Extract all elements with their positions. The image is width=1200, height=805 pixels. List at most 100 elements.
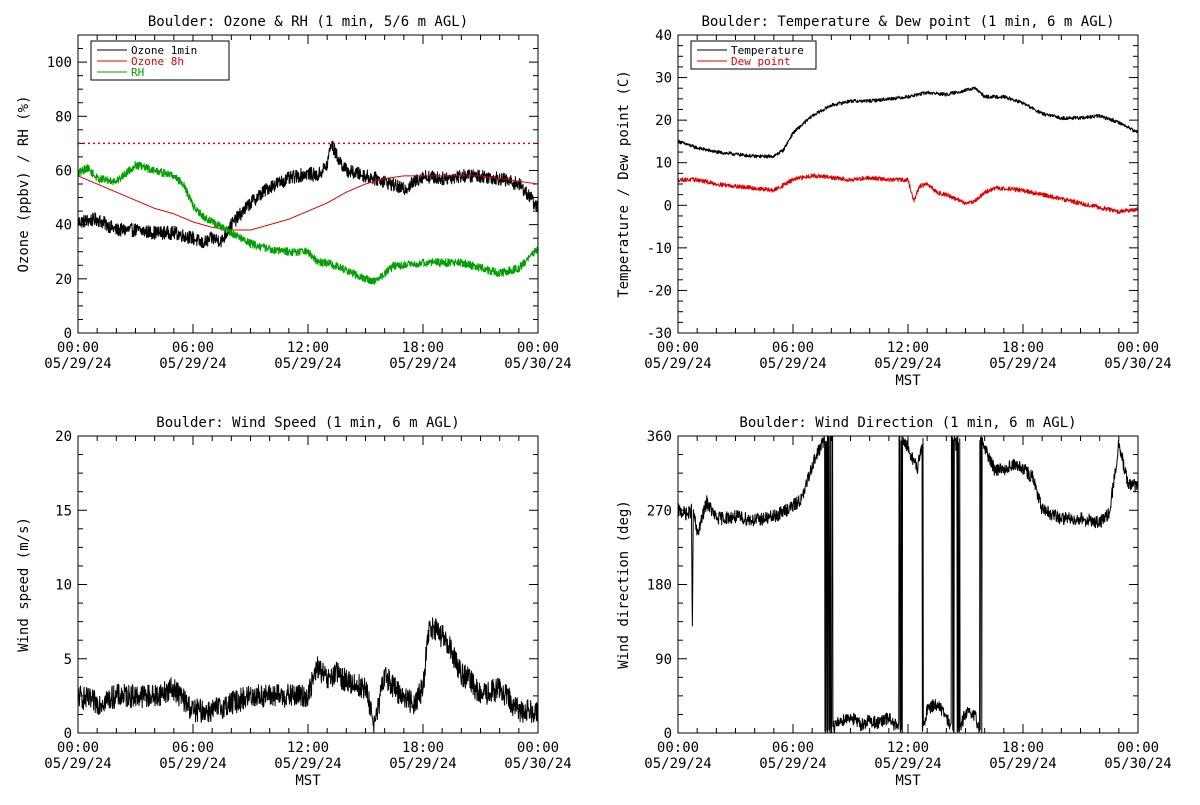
chart-panel-4: Boulder: Wind Direction (1 min, 6 m AGL)… <box>616 415 1172 789</box>
series-line-2 <box>78 175 538 231</box>
y-tick-label: 270 <box>647 503 672 519</box>
y-tick-label: 5 <box>64 652 72 668</box>
y-axis-label: Wind speed (m/s) <box>16 517 32 652</box>
x-tick-date: 05/29/24 <box>274 756 341 772</box>
y-tick-label: 20 <box>55 272 72 288</box>
legend-label: Ozone 8h <box>131 55 184 68</box>
x-tick-date: 05/29/24 <box>989 756 1056 772</box>
x-tick-time: 00:00 <box>657 740 699 756</box>
y-tick-label: 80 <box>55 109 72 125</box>
series-line-1 <box>78 140 538 249</box>
y-tick-label: 0 <box>664 726 672 742</box>
x-tick-time: 00:00 <box>517 740 559 756</box>
x-tick-date: 05/29/24 <box>44 756 111 772</box>
y-tick-label: -20 <box>647 283 672 299</box>
legend-label: RH <box>131 66 144 79</box>
plot-frame <box>77 34 539 334</box>
x-tick-date: 05/29/24 <box>874 756 941 772</box>
x-tick-time: 12:00 <box>887 340 929 356</box>
x-tick-date: 05/29/24 <box>389 756 456 772</box>
x-tick-time: 18:00 <box>402 340 444 356</box>
y-tick-label: 20 <box>655 113 672 129</box>
series-line-1 <box>78 617 538 733</box>
plot-frame <box>77 435 539 734</box>
x-tick-time: 18:00 <box>1002 740 1044 756</box>
legend-label: Ozone 1min <box>131 44 197 57</box>
x-tick-time: 12:00 <box>287 340 329 356</box>
legend-label: Dew point <box>731 55 791 68</box>
series-line-3 <box>78 160 538 285</box>
y-tick-label: 20 <box>55 429 72 445</box>
y-tick-label: 15 <box>55 503 72 519</box>
x-tick-date: 05/29/24 <box>389 356 456 372</box>
x-tick-date: 05/29/24 <box>44 356 111 372</box>
x-axis-label: MST <box>895 373 921 389</box>
x-axis-label: MST <box>895 773 921 789</box>
series-line-1 <box>678 436 1138 733</box>
x-tick-date: 05/30/24 <box>504 756 571 772</box>
x-tick-time: 00:00 <box>1117 740 1159 756</box>
x-tick-time: 12:00 <box>287 740 329 756</box>
y-tick-label: 100 <box>47 55 72 71</box>
plot-frame <box>677 435 1139 734</box>
x-axis-label: MST <box>295 773 321 789</box>
x-tick-date: 05/29/24 <box>159 356 226 372</box>
x-tick-time: 06:00 <box>772 340 814 356</box>
y-axis-label: Wind direction (deg) <box>616 500 632 669</box>
x-tick-date: 05/29/24 <box>274 356 341 372</box>
x-tick-time: 06:00 <box>172 740 214 756</box>
chart-title: Boulder: Temperature & Dew point (1 min,… <box>701 14 1114 30</box>
x-tick-date: 05/30/24 <box>1104 356 1171 372</box>
x-tick-time: 06:00 <box>172 340 214 356</box>
y-tick-label: 10 <box>55 578 72 594</box>
x-tick-date: 05/29/24 <box>159 756 226 772</box>
plot-frame <box>677 34 1139 334</box>
series-line-1 <box>678 86 1138 159</box>
plot-area <box>78 617 538 733</box>
y-tick-label: 0 <box>664 198 672 214</box>
y-tick-label: 60 <box>55 163 72 179</box>
y-tick-label: 40 <box>55 218 72 234</box>
x-tick-time: 00:00 <box>57 740 99 756</box>
series-line-2 <box>678 173 1138 215</box>
y-axis-label: Ozone (ppbv) / RH (%) <box>16 95 32 272</box>
y-tick-label: 40 <box>655 28 672 44</box>
x-tick-time: 12:00 <box>887 740 929 756</box>
x-tick-date: 05/29/24 <box>989 356 1056 372</box>
y-axis-label: Temperature / Dew point (C) <box>616 70 632 298</box>
y-tick-label: -30 <box>647 326 672 342</box>
y-tick-label: 0 <box>64 726 72 742</box>
x-tick-time: 00:00 <box>657 340 699 356</box>
y-tick-label: 0 <box>64 326 72 342</box>
chart-panel-2: Boulder: Temperature & Dew point (1 min,… <box>616 14 1172 389</box>
chart-title: Boulder: Ozone & RH (1 min, 5/6 m AGL) <box>148 14 468 30</box>
chart-title: Boulder: Wind Speed (1 min, 6 m AGL) <box>156 415 459 431</box>
x-tick-time: 00:00 <box>1117 340 1159 356</box>
y-tick-label: 180 <box>647 578 672 594</box>
y-tick-label: -10 <box>647 241 672 257</box>
chart-panel-3: Boulder: Wind Speed (1 min, 6 m AGL) 0 5 10… <box>16 415 572 789</box>
y-tick-label: 360 <box>647 429 672 445</box>
x-tick-date: 05/29/24 <box>644 756 711 772</box>
y-tick-label: 90 <box>655 652 672 668</box>
plot-area <box>678 86 1138 215</box>
plot-area <box>78 140 538 285</box>
x-tick-date: 05/30/24 <box>504 356 571 372</box>
x-tick-time: 06:00 <box>772 740 814 756</box>
legend-label: Temperature <box>731 44 804 57</box>
chart-title: Boulder: Wind Direction (1 min, 6 m AGL) <box>739 415 1076 431</box>
legend-box <box>690 40 817 70</box>
x-tick-date: 05/29/24 <box>644 356 711 372</box>
plot-area <box>678 436 1138 733</box>
x-tick-time: 00:00 <box>517 340 559 356</box>
x-tick-time: 18:00 <box>1002 340 1044 356</box>
y-tick-label: 10 <box>655 156 672 172</box>
x-tick-date: 05/30/24 <box>1104 756 1171 772</box>
y-tick-label: 30 <box>655 71 672 87</box>
x-tick-date: 05/29/24 <box>874 356 941 372</box>
x-tick-date: 05/29/24 <box>759 756 826 772</box>
x-tick-time: 18:00 <box>402 740 444 756</box>
x-tick-time: 00:00 <box>57 340 99 356</box>
